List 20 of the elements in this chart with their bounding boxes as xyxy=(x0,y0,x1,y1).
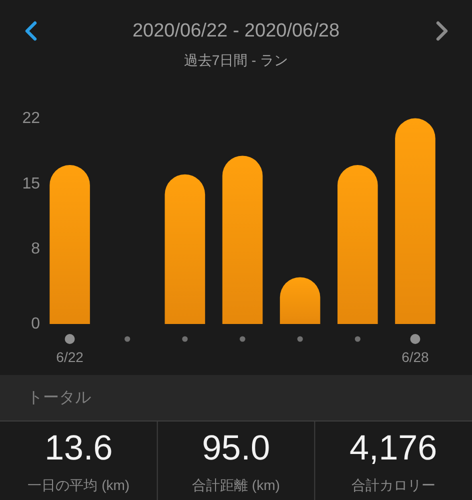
text: 一日の平均 (km) xyxy=(28,477,130,493)
text: 合計カロリー xyxy=(351,477,436,493)
chart-subtitle: 過去7日間 - ラン xyxy=(184,52,288,68)
y-tick-label: 0 xyxy=(31,316,40,332)
bar xyxy=(337,165,378,324)
text: 13.6 xyxy=(44,428,113,468)
text: 合計距離 (km) xyxy=(192,477,280,493)
text: 95.0 xyxy=(202,428,270,468)
bar xyxy=(164,174,206,324)
chart-title: 2020/06/22 - 2020/06/28 xyxy=(132,20,340,42)
bar xyxy=(50,165,90,324)
bar xyxy=(222,156,263,324)
y-tick-label: 8 xyxy=(31,240,40,258)
y-tick-label: 22 xyxy=(22,110,40,127)
text: 4,176 xyxy=(350,428,438,468)
y-tick-label: 15 xyxy=(22,175,40,192)
x-tick-label: 6/28 xyxy=(402,349,430,365)
bar xyxy=(395,118,436,324)
text: トータル xyxy=(27,390,91,406)
x-tick-label: 6/22 xyxy=(56,349,84,365)
